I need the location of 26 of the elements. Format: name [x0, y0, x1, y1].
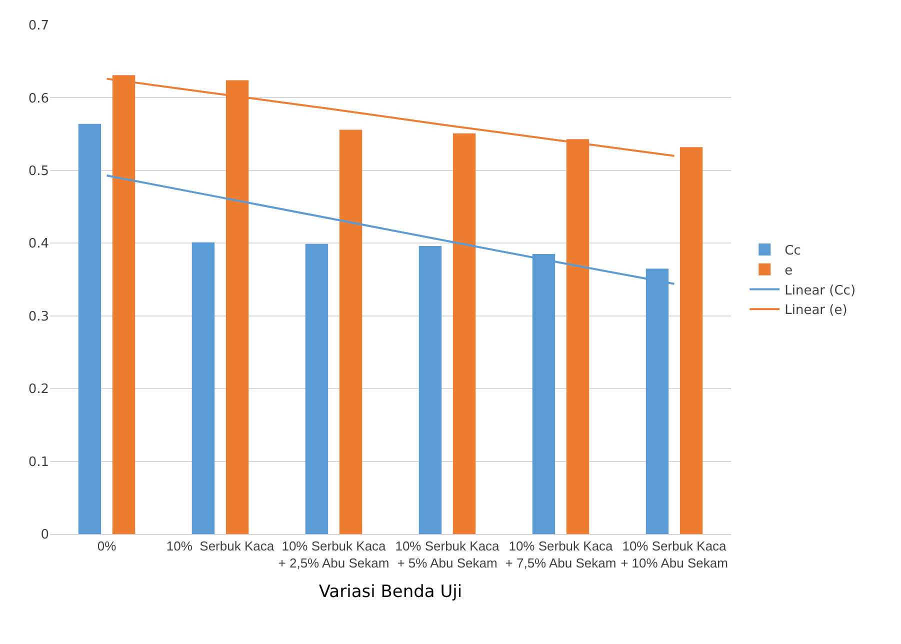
y-tick-label: 0.2 — [28, 382, 49, 398]
legend-label: Cc — [784, 244, 801, 259]
legend-label: e — [784, 263, 793, 278]
legend-label: Linear (Cc) — [784, 283, 856, 298]
y-tick-label: 0.5 — [28, 164, 49, 179]
bar — [192, 242, 215, 534]
bar — [452, 133, 476, 534]
y-tick-label: 0 — [40, 528, 49, 543]
y-tick-label: 0.4 — [28, 236, 49, 252]
y-tick-label: 0.6 — [28, 91, 49, 106]
x-tick-label: 10% Serbuk Kaca — [166, 538, 275, 554]
x-tick-label: 0% — [97, 538, 117, 554]
x-tick-label: 10% Serbuk Kaca + 7,5% Abu Sekam — [505, 538, 616, 570]
x-tick-label: 10% Serbuk Kaca + 5% Abu Sekam — [395, 538, 500, 570]
x-tick-label: 10% Serbuk Kaca + 2,5% Abu Sekam — [278, 538, 390, 570]
legend-label: Linear (e) — [784, 303, 848, 318]
bar — [339, 130, 362, 534]
y-tick-label: 0.1 — [28, 454, 49, 470]
bar — [305, 244, 328, 534]
bar — [680, 147, 703, 534]
x-axis-title: Variasi Benda Uji — [318, 582, 462, 602]
x-tick-label: 10% Serbuk Kaca + 10% Abu Sekam — [620, 538, 728, 570]
bar — [78, 124, 102, 534]
bar — [418, 246, 442, 534]
y-tick-label: 0.7 — [28, 18, 49, 34]
y-tick-label: 0.3 — [28, 309, 49, 324]
